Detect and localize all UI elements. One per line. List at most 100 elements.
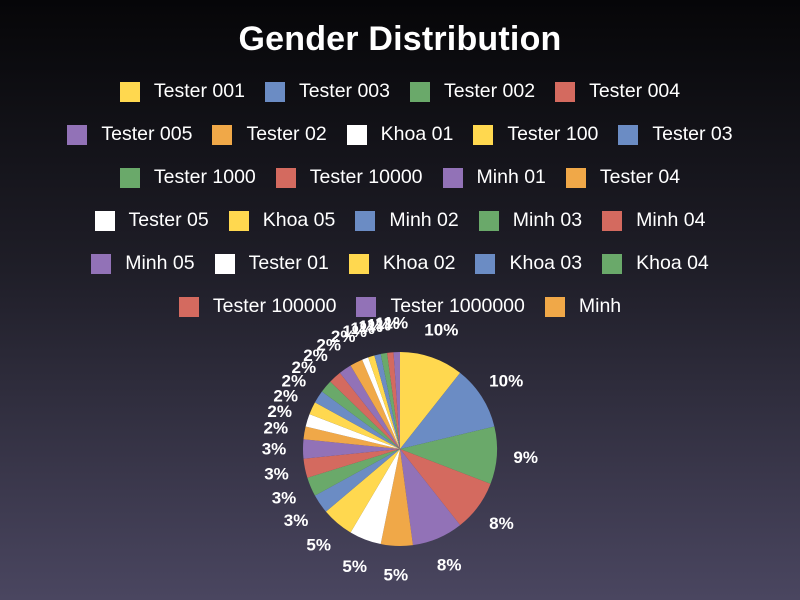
pie-slice[interactable] [400,449,461,546]
slice-percent-label: 2% [292,358,317,377]
legend-label: Minh [578,295,622,317]
pie-slice[interactable] [321,381,400,449]
legend-label: Tester 05 [128,209,209,231]
slice-percent-label: 9% [513,448,538,467]
legend-label: Khoa 03 [509,252,583,274]
legend-label: Tester 02 [246,123,327,145]
pie-slice[interactable] [400,372,495,449]
legend-swatch [473,124,494,145]
legend-item[interactable]: Khoa 02 [348,252,455,275]
legend-swatch [67,124,88,145]
pie-slice[interactable] [314,391,400,449]
legend-swatch [119,167,140,188]
legend-swatch [264,81,285,102]
pie-slice[interactable] [307,449,400,496]
pie-slice[interactable] [374,353,400,449]
legend-item[interactable]: Tester 05 [94,209,209,232]
legend: Tester 001 Tester 003 Tester 002 Tester 004… [0,70,800,328]
legend-label: Minh 01 [476,166,546,188]
legend-item[interactable]: Minh 02 [355,209,459,232]
legend-item[interactable]: Tester 04 [565,166,680,189]
legend-swatch [544,296,565,317]
legend-item[interactable]: Tester 004 [555,80,680,103]
legend-label: Tester 01 [248,252,329,274]
pie-slice[interactable] [350,359,400,449]
pie-slice[interactable] [314,449,400,512]
slice-percent-label: 5% [342,557,367,576]
pie-slice[interactable] [325,449,400,533]
legend-swatch [602,210,623,231]
legend-item[interactable]: Tester 100 [473,123,598,146]
legend-label: Tester 001 [153,80,245,102]
pie-slice[interactable] [309,402,400,449]
legend-item[interactable]: Tester 002 [410,80,535,103]
legend-swatch [565,167,586,188]
legend-swatch [91,253,112,274]
pie-slice[interactable] [362,357,400,449]
slice-percent-label: 1% [342,322,367,341]
legend-row: Tester 005 Tester 02 Khoa 01 Tester 100 Test… [0,113,800,156]
legend-item[interactable]: Tester 1000000 [356,295,525,318]
legend-swatch [410,81,430,102]
slice-percent-label: 1% [367,315,392,334]
slice-percent-label: 8% [489,514,514,533]
legend-swatch [275,167,296,188]
legend-item[interactable]: Khoa 05 [228,209,335,232]
legend-item[interactable]: Tester 005 [67,123,192,146]
legend-item[interactable]: Minh 03 [478,209,582,232]
legend-label: Tester 10000 [309,166,423,188]
legend-item[interactable]: Khoa 04 [602,252,709,275]
legend-item[interactable]: Minh 05 [91,252,195,275]
legend-label: Khoa 01 [380,123,454,145]
legend-item[interactable]: Tester 003 [264,80,390,103]
slice-percent-label: 1% [375,314,400,333]
pie-slice[interactable] [380,449,413,546]
slice-percent-label: 2% [303,346,328,365]
legend-swatch [348,253,369,274]
legend-item[interactable]: Tester 1000 [119,166,256,189]
slice-percent-label: 2% [331,327,356,346]
pie-slice[interactable] [368,355,400,449]
pie-slice[interactable] [339,365,400,449]
pie-slice[interactable] [330,372,400,449]
pie-slice[interactable] [303,426,400,449]
pie-slice[interactable] [303,439,400,459]
slice-percent-label: 2% [267,402,292,421]
legend-item[interactable]: Minh 04 [602,209,706,232]
slice-percent-label: 1% [350,319,375,338]
chart-title: Gender Distribution [238,20,562,58]
legend-label: Tester 004 [589,80,681,102]
legend-item[interactable]: Tester 100000 [178,295,337,318]
pie-slice[interactable] [350,449,400,545]
legend-item[interactable]: Tester 01 [214,252,329,275]
legend-label: Tester 1000000 [390,295,525,317]
legend-item[interactable]: Tester 02 [212,123,327,146]
legend-swatch [355,210,376,231]
legend-item[interactable]: Khoa 03 [475,252,582,275]
pie-slice[interactable] [400,449,491,526]
pie-slice[interactable] [387,352,400,449]
legend-label: Minh 05 [125,252,195,274]
pie-slice[interactable] [393,352,400,449]
legend-item[interactable]: Khoa 01 [346,123,454,146]
legend-row: Tester 05 Khoa 05 Minh 02 Minh 03 Minh 04 [0,199,800,242]
legend-label: Khoa 04 [636,252,709,274]
legend-item[interactable]: Minh 01 [442,166,546,189]
pie-slice[interactable] [400,352,461,449]
legend-item[interactable]: Tester 001 [119,80,245,103]
legend-label: Tester 100000 [212,295,337,317]
legend-swatch [346,124,367,145]
legend-swatch [214,253,235,274]
legend-label: Tester 002 [444,80,536,102]
pie-slice[interactable] [303,449,400,478]
legend-item[interactable]: Tester 03 [618,123,733,146]
pie-slice[interactable] [305,414,400,449]
pie-slice[interactable] [400,426,498,484]
legend-label: Minh 02 [389,209,459,231]
legend-swatch [475,253,496,274]
pie-slice[interactable] [380,352,400,449]
slice-percent-label: 2% [282,372,307,391]
legend-item[interactable]: Minh [544,295,622,318]
legend-item[interactable]: Tester 10000 [275,166,423,189]
